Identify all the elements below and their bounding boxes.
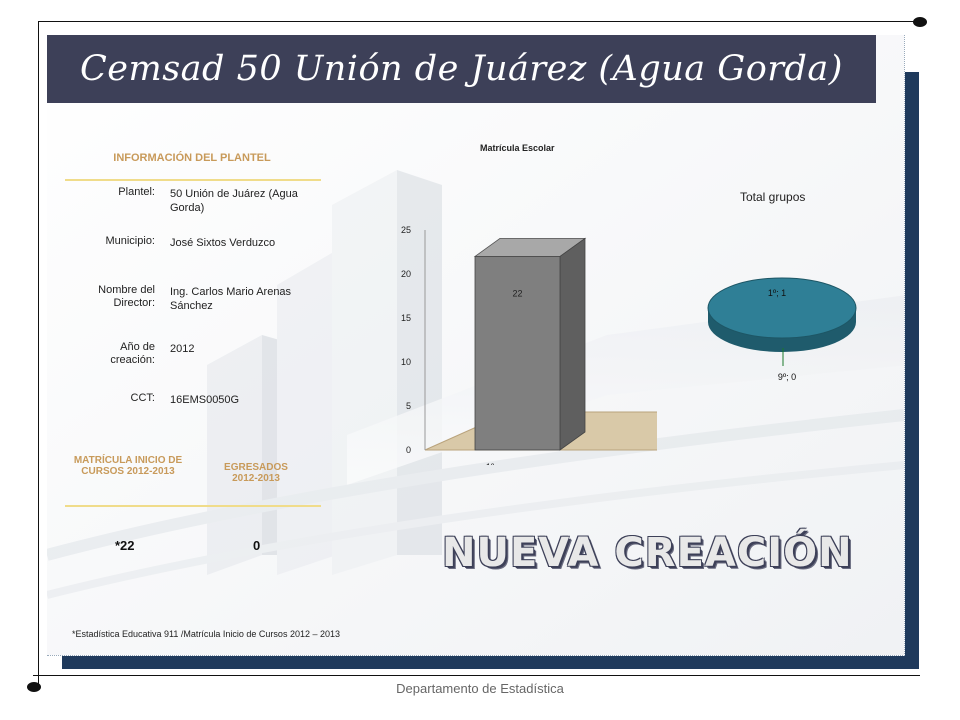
director-label: Nombre del Director: <box>98 284 155 309</box>
plantel-value: 50 Unión de Juárez (Agua Gorda) <box>170 188 298 214</box>
pie-slice <box>707 277 857 339</box>
slide-card: Cemsad 50 Unión de Juárez (Agua Gorda) I… <box>47 35 905 656</box>
frame-top-line <box>38 21 919 22</box>
frame-left-line <box>38 21 39 686</box>
anio-label: Año de creación: <box>110 341 155 366</box>
municipio-label: Municipio: <box>105 235 155 247</box>
info-heading: INFORMACIÓN DEL PLANTEL <box>113 152 271 164</box>
matricula-heading: MATRÍCULA INICIO DE CURSOS 2012-2013 <box>73 455 183 477</box>
pie-label-2: 9º; 0 <box>778 372 796 382</box>
frame-dot-top-right <box>913 17 927 27</box>
frame-dot-bottom-left <box>27 682 41 692</box>
x-tick-label: 1º <box>486 462 495 465</box>
pie-chart: 1º; 1 9º; 0 <box>707 277 857 382</box>
bar-side <box>559 237 586 451</box>
pie-slice-side <box>708 308 856 352</box>
y-tick-label: 0 <box>406 445 411 455</box>
anio-value: 2012 <box>170 343 195 355</box>
cct-label: CCT: <box>130 392 155 404</box>
frame-bottom-line <box>33 675 920 676</box>
plantel-label: Plantel: <box>118 186 155 198</box>
y-tick-label: 20 <box>401 269 411 279</box>
nueva-creacion-badge: NUEVA CREACIÓN <box>442 530 853 576</box>
y-tick-label: 25 <box>401 225 411 235</box>
matricula-value: *22 <box>115 538 135 553</box>
bar <box>474 256 561 451</box>
title-bar: Cemsad 50 Unión de Juárez (Agua Gorda) <box>47 35 876 103</box>
bar-data-label: 22 <box>512 288 522 298</box>
egresados-heading: EGRESADOS 2012-2013 <box>224 462 288 484</box>
bar-chart: 0 5 10 15 20 25 22 1º <box>401 225 657 465</box>
pie-chart-title: Total grupos <box>740 190 806 204</box>
page-title: Cemsad 50 Unión de Juárez (Agua Gorda) <box>80 49 843 89</box>
footnote: *Estadística Educativa 911 /Matrícula In… <box>72 629 340 639</box>
background-graphic <box>47 35 904 655</box>
y-tick-label: 15 <box>401 313 411 323</box>
y-tick-label: 5 <box>406 401 411 411</box>
cct-value: 16EMS0050G <box>170 394 240 406</box>
y-tick-label: 10 <box>401 357 411 367</box>
pie-label-1: 1º; 1 <box>768 288 786 298</box>
bar-chart-title: Matrícula Escolar <box>480 143 555 153</box>
egresados-value: 0 <box>253 538 261 553</box>
stats-heading-rule <box>65 505 321 507</box>
director-value: Ing. Carlos Mario Arenas Sánchez <box>170 286 292 312</box>
info-heading-rule <box>65 179 321 181</box>
municipio-value: José Sixtos Verduzco <box>170 237 276 249</box>
footer-department: Departamento de Estadística <box>396 681 564 696</box>
